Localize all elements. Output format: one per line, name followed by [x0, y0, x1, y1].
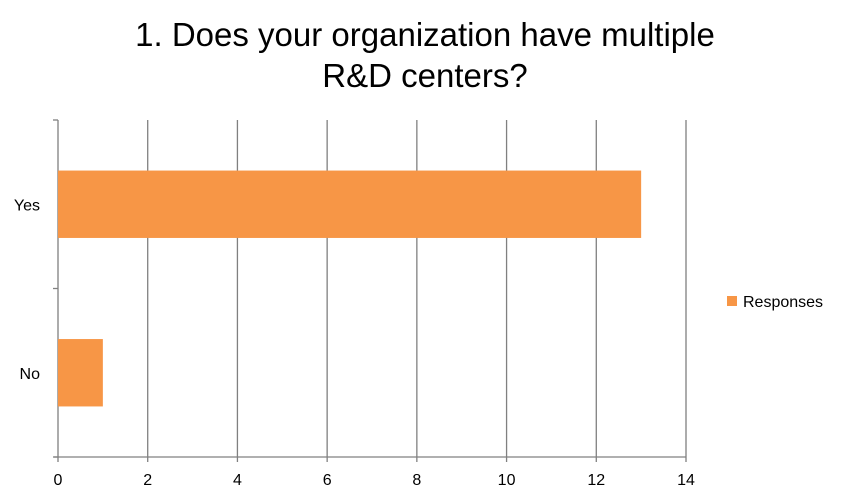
bar-no [58, 339, 103, 407]
y-tick-labels: Yes No [14, 197, 40, 383]
x-tick-label: 10 [498, 472, 516, 489]
x-tick-label: 12 [587, 472, 605, 489]
x-tick-labels: 0 2 4 6 8 10 12 14 [54, 472, 695, 489]
bar-yes [58, 170, 642, 238]
x-tick-label: 4 [233, 472, 242, 489]
bars [58, 170, 642, 407]
x-tick-label: 2 [143, 472, 152, 489]
legend-swatch [727, 296, 737, 306]
y-tick-label: No [20, 366, 41, 383]
x-tick-label: 6 [323, 472, 332, 489]
x-tick-label: 0 [54, 472, 63, 489]
chart-title-line-2: R&D centers? [322, 57, 528, 94]
chart-title: 1. Does your organization have multiple … [0, 14, 845, 96]
legend: Responses [727, 294, 823, 311]
x-tick-label: 14 [677, 472, 695, 489]
chart-title-line-1: 1. Does your organization have multiple [135, 16, 715, 53]
x-tick-label: 8 [412, 472, 421, 489]
y-tick-label: Yes [14, 197, 40, 214]
legend-label: Responses [743, 294, 823, 311]
